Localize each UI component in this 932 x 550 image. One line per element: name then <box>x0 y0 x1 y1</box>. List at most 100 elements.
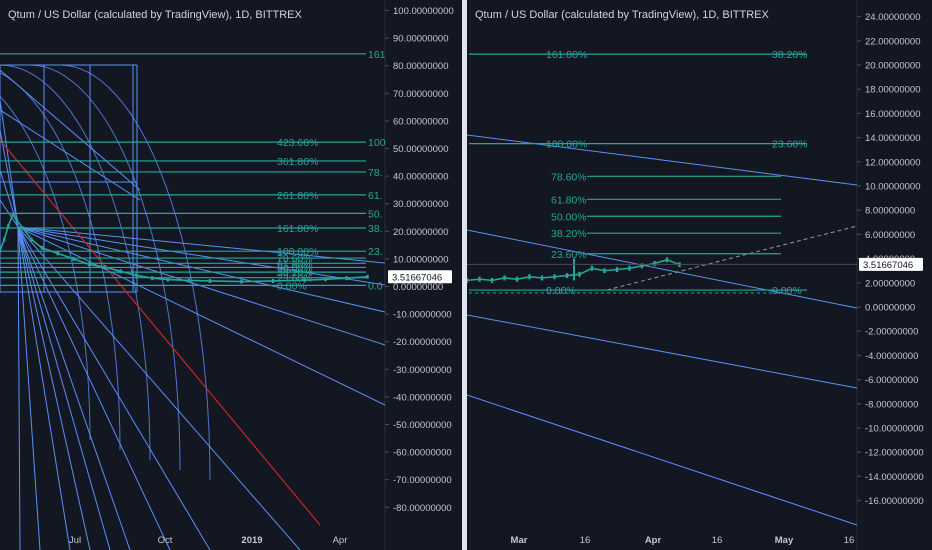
fib-level-label-right: 161 <box>368 49 386 61</box>
y-tick-label: 10.00000000 <box>393 254 448 265</box>
fib-level-label-right: 50. <box>368 208 383 220</box>
price-candle <box>21 226 25 231</box>
y-tick-label: -50.00000000 <box>393 420 452 431</box>
fib-level-label-right: 61. <box>368 190 383 202</box>
chart-panel-right[interactable]: 24.00000000 22.00000000 20.00000000 18.0000… <box>467 0 932 550</box>
price-candle <box>366 274 369 279</box>
price-candle <box>653 260 656 266</box>
fib-level-label-left: 23.60% <box>551 249 587 261</box>
y-tick-label: 6.00000000 <box>865 230 915 241</box>
fib-arc <box>59 64 211 481</box>
fib-level-label-right: 0.0 <box>368 280 383 292</box>
current-price-tag <box>859 257 923 271</box>
price-candle <box>490 277 494 283</box>
y-tick-label: 80.00000000 <box>393 61 448 72</box>
y-tick-label: 24.00000000 <box>865 12 920 23</box>
price-candle <box>7 223 10 228</box>
trend-line <box>467 394 858 526</box>
price-candle <box>540 275 544 281</box>
y-tick-label: 40.00000000 <box>393 172 448 183</box>
fib-arc <box>29 64 181 471</box>
y-tick-label: 20.00000000 <box>393 227 448 238</box>
price-candle <box>515 276 519 282</box>
price-candle <box>103 265 107 270</box>
fib-level-label-right: 100 <box>368 137 386 149</box>
price-candle <box>528 274 531 280</box>
y-tick-label: 20.00000000 <box>865 61 920 72</box>
price-candle <box>640 263 644 269</box>
current-price-text: 3.51667046 <box>863 260 913 271</box>
fan-line <box>17 226 386 406</box>
y-tick-label: 2.00000000 <box>865 278 915 289</box>
y-tick-label: -4.00000000 <box>865 351 918 362</box>
fib-level-label-left: 100.00% <box>277 246 318 258</box>
current-price-text: 3.51667046 <box>392 272 442 283</box>
price-candle <box>478 276 481 282</box>
price-candle <box>303 278 306 283</box>
fan-line <box>0 69 141 191</box>
price-candle <box>30 237 33 242</box>
price-candle <box>603 268 606 274</box>
fib-arc <box>0 64 151 461</box>
price-candle <box>615 266 619 272</box>
price-candle <box>565 273 569 279</box>
y-tick-label: -2.00000000 <box>865 327 918 338</box>
y-tick-label: 10.00000000 <box>865 182 920 193</box>
fib-level-label-left: 100.00% <box>546 139 587 151</box>
chart-right-svg[interactable]: 24.00000000 22.00000000 20.00000000 18.0000… <box>467 0 932 550</box>
y-tick-label: -10.00000000 <box>865 424 924 435</box>
y-tick-label: 70.00000000 <box>393 89 448 100</box>
price-candle <box>345 276 348 281</box>
fan-line <box>17 226 91 550</box>
y-tick-label: -6.00000000 <box>865 375 918 386</box>
y-tick-label: 50.00000000 <box>393 144 448 155</box>
x-tick-label: 16 <box>712 535 723 546</box>
y-tick-label: 12.00000000 <box>865 157 920 168</box>
price-candle <box>56 251 59 256</box>
price-candle <box>590 265 594 271</box>
y-tick-label: 90.00000000 <box>393 34 448 45</box>
price-candle <box>665 257 669 263</box>
price-candle <box>11 212 14 217</box>
chart-panel-left[interactable]: 100.00000000 90.00000000 80.00000000 70.000… <box>0 0 462 550</box>
price-candle <box>88 262 91 267</box>
y-tick-label: 0.00000000 <box>865 303 915 314</box>
fib-level-label-left: 261.80% <box>277 190 318 202</box>
y-tick-label: 30.00000000 <box>393 199 448 210</box>
fib-level-label-right: 38.20% <box>772 49 808 61</box>
fib-level-label-left: 38.20% <box>551 228 587 240</box>
y-tick-label: -12.00000000 <box>865 448 924 459</box>
y-tick-label: -10.00000000 <box>393 310 452 321</box>
fan-line <box>17 226 71 550</box>
price-candle <box>15 218 18 223</box>
trend-line <box>467 314 858 389</box>
y-tick-label: -60.00000000 <box>393 448 452 459</box>
fan-line <box>17 226 386 313</box>
y-tick-label: -40.00000000 <box>393 392 452 403</box>
x-tick-label: Mar <box>511 535 528 546</box>
price-candle <box>3 237 6 242</box>
y-tick-label: -80.00000000 <box>393 503 452 514</box>
y-tick-label: -8.00000000 <box>865 399 918 410</box>
fan-line <box>17 226 171 550</box>
fib-level-label-left: 161.80% <box>546 49 587 61</box>
x-tick-label: 16 <box>844 535 855 546</box>
trend-line <box>467 229 858 309</box>
y-tick-label: -70.00000000 <box>393 475 452 486</box>
fib-level-label-right: 0.00% <box>772 285 802 297</box>
price-candle <box>553 274 556 280</box>
fib-level-label-left: 423.60% <box>277 137 318 149</box>
fib-level-label-right: 23.60% <box>772 139 808 151</box>
price-candle <box>40 245 44 250</box>
x-tick-label: 2019 <box>241 535 262 546</box>
chart-left-svg[interactable]: 100.00000000 90.00000000 80.00000000 70.000… <box>0 0 462 550</box>
panel-divider[interactable] <box>462 0 467 550</box>
fan-line <box>0 109 141 201</box>
y-tick-label: 16.00000000 <box>865 109 920 120</box>
x-tick-label: Oct <box>158 535 173 546</box>
price-candle <box>628 265 631 271</box>
y-tick-label: -14.00000000 <box>865 472 924 483</box>
fib-level-label-right: 23. <box>368 246 383 258</box>
current-price-tag <box>388 270 452 284</box>
price-candle <box>187 278 191 283</box>
